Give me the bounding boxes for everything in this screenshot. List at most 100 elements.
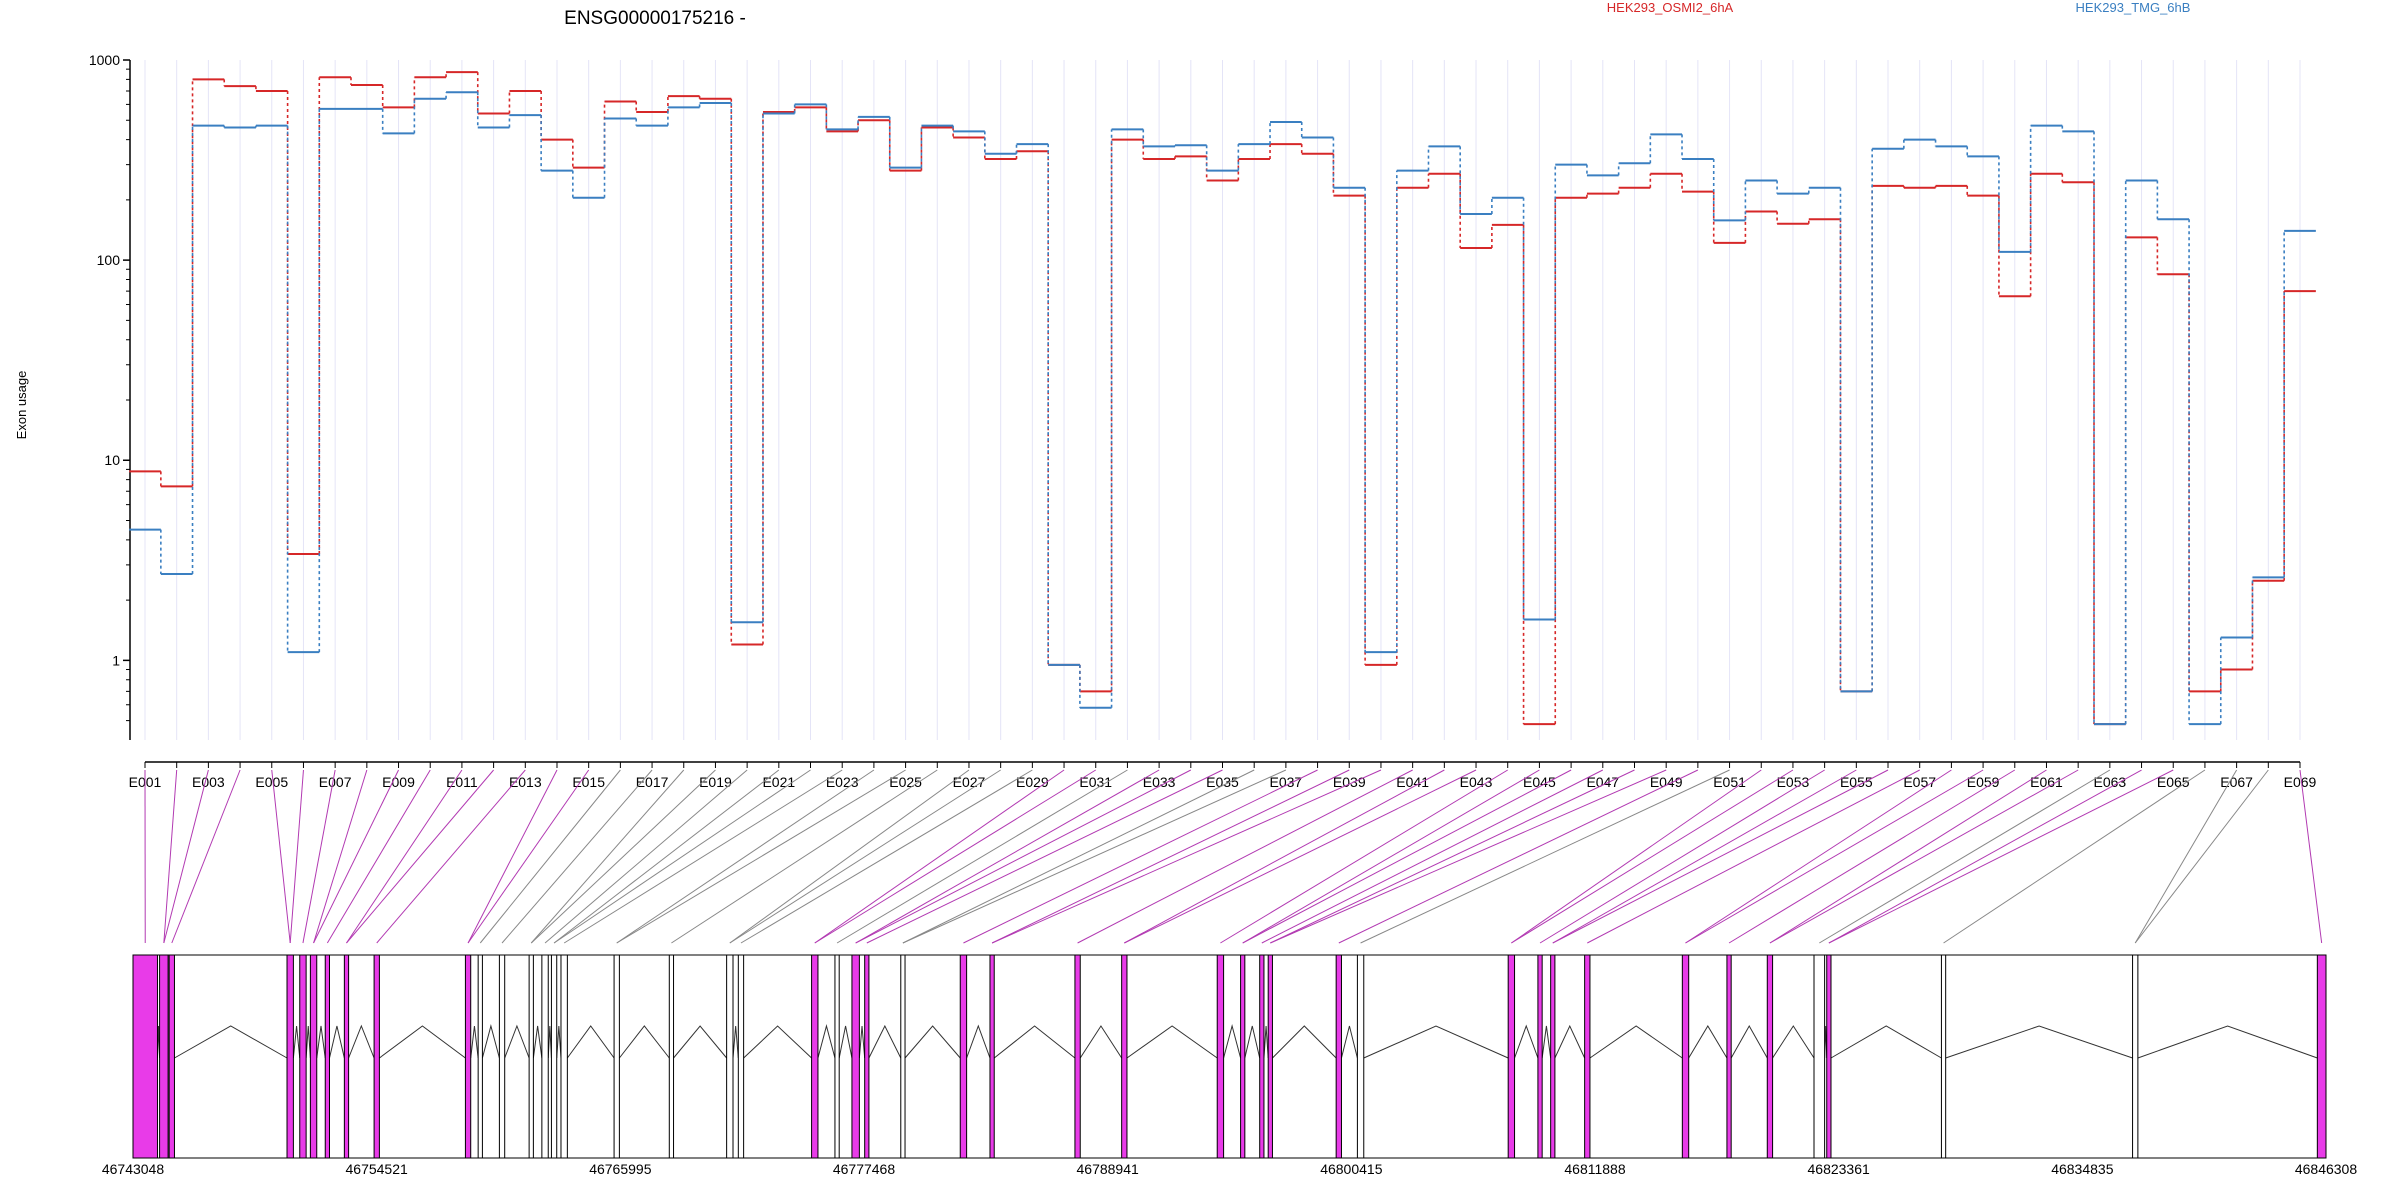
gene-exon xyxy=(286,954,294,1159)
gene-exon xyxy=(1550,954,1556,1159)
x-tick-label: E063 xyxy=(2094,774,2127,790)
x-tick-label: E057 xyxy=(1903,774,1936,790)
exon-connector xyxy=(467,769,590,944)
x-tick-label: E061 xyxy=(2030,774,2063,790)
intron-line xyxy=(1772,1025,1815,1059)
exon-connector xyxy=(1261,769,1604,944)
exon-connector xyxy=(553,769,811,944)
exon-connector xyxy=(302,769,336,944)
intron-line xyxy=(547,1025,552,1059)
intron-line xyxy=(1263,1025,1269,1059)
intron-line xyxy=(838,1025,853,1059)
intron-line xyxy=(1589,1025,1683,1059)
gene-exon xyxy=(959,954,968,1159)
legend-series-2: HEK293_TMG_6hB xyxy=(2076,0,2191,15)
x-tick-label: E005 xyxy=(255,774,288,790)
exon-connector xyxy=(289,769,304,944)
x-tick-label: E049 xyxy=(1650,774,1683,790)
gene-exon xyxy=(1507,954,1516,1159)
y-axis: 1 10 100 1000 xyxy=(89,52,131,740)
gene-exon xyxy=(1074,954,1081,1159)
gene-exon xyxy=(1216,954,1225,1159)
exon-connector xyxy=(501,769,653,944)
intron-line xyxy=(1830,1025,1942,1059)
intron-line xyxy=(1688,1025,1728,1059)
intron-line xyxy=(1244,1025,1261,1059)
intron-line xyxy=(2137,1025,2318,1059)
x-tick-label: E055 xyxy=(1840,774,1873,790)
exon-connector xyxy=(544,769,748,944)
intron-line xyxy=(993,1025,1076,1059)
gene-exon xyxy=(1826,954,1832,1159)
gene-exon xyxy=(726,954,734,1159)
exon-connector xyxy=(376,769,526,944)
exon-connector xyxy=(836,769,1128,944)
x-tick-label: E017 xyxy=(636,774,669,790)
x-tick-label: E015 xyxy=(572,774,605,790)
intron-line xyxy=(1079,1025,1123,1059)
intron-line xyxy=(817,1024,836,1059)
x-tick-label: E009 xyxy=(382,774,415,790)
gene-exon xyxy=(811,954,819,1159)
gene-exon xyxy=(1240,954,1246,1159)
intron-line xyxy=(1363,1025,1509,1059)
gene-exon xyxy=(613,954,620,1159)
gene-exon xyxy=(989,954,995,1159)
gene-exon xyxy=(1121,954,1128,1159)
intron-line xyxy=(1223,1024,1242,1059)
exon-connector xyxy=(346,769,463,944)
exon-connector xyxy=(1270,769,1635,944)
exon-connector xyxy=(2134,769,2238,944)
gene-exon xyxy=(1537,954,1543,1159)
gene-exon xyxy=(1766,954,1774,1159)
exon-connector xyxy=(1511,769,1762,944)
intron-line xyxy=(743,1025,812,1059)
exon-connector xyxy=(467,769,558,944)
intron-line xyxy=(1340,1025,1358,1059)
exon-connector xyxy=(855,769,1192,944)
exon-connector xyxy=(563,769,843,944)
intron-line xyxy=(566,1025,615,1059)
exon-connector xyxy=(1587,769,1920,944)
x-tick-label: E003 xyxy=(192,774,225,790)
intron-line xyxy=(904,1025,961,1059)
y-tick-label: 1 xyxy=(112,652,120,668)
x-tick-label: E067 xyxy=(2220,774,2253,790)
x-tick-label: E039 xyxy=(1333,774,1366,790)
intron-line xyxy=(1272,1025,1337,1059)
genomic-tick-label: 46834835 xyxy=(2051,1161,2114,1177)
intron-line xyxy=(1541,1025,1552,1059)
x-tick-label: E051 xyxy=(1713,774,1746,790)
intron-line xyxy=(470,1025,479,1059)
gene-exon xyxy=(834,954,840,1159)
intron-line xyxy=(329,1025,345,1059)
intron-line xyxy=(316,1025,326,1059)
gene-model xyxy=(132,954,2327,1159)
exon-connector xyxy=(1124,769,1445,944)
exon-connector xyxy=(479,769,621,944)
intron-line xyxy=(732,1025,739,1059)
gene-exon xyxy=(851,954,860,1159)
x-tick-label: E047 xyxy=(1586,774,1619,790)
x-tick-label: E023 xyxy=(826,774,859,790)
gene-exon xyxy=(132,954,158,1159)
intron-line xyxy=(1514,1024,1539,1059)
genomic-tick-label: 46846308 xyxy=(2295,1161,2358,1177)
gene-exon xyxy=(1681,954,1690,1159)
exon-connector xyxy=(1769,769,2047,944)
x-tick-label: E035 xyxy=(1206,774,1239,790)
exon-connector xyxy=(729,769,1001,944)
intron-line xyxy=(858,1025,866,1059)
x-tick-label: E013 xyxy=(509,774,542,790)
gene-exon xyxy=(309,954,318,1159)
exon-connector xyxy=(1511,769,1794,944)
exon-connector xyxy=(1943,769,2206,944)
exon-connector xyxy=(671,769,938,944)
exon-connector xyxy=(553,769,780,944)
y-tick-label: 10 xyxy=(104,452,120,468)
gene-exon xyxy=(541,954,549,1159)
exon-connector-lines xyxy=(144,769,2323,944)
exon-connector xyxy=(1242,769,1572,944)
intron-line xyxy=(1945,1025,2133,1059)
intron-line xyxy=(673,1025,728,1059)
